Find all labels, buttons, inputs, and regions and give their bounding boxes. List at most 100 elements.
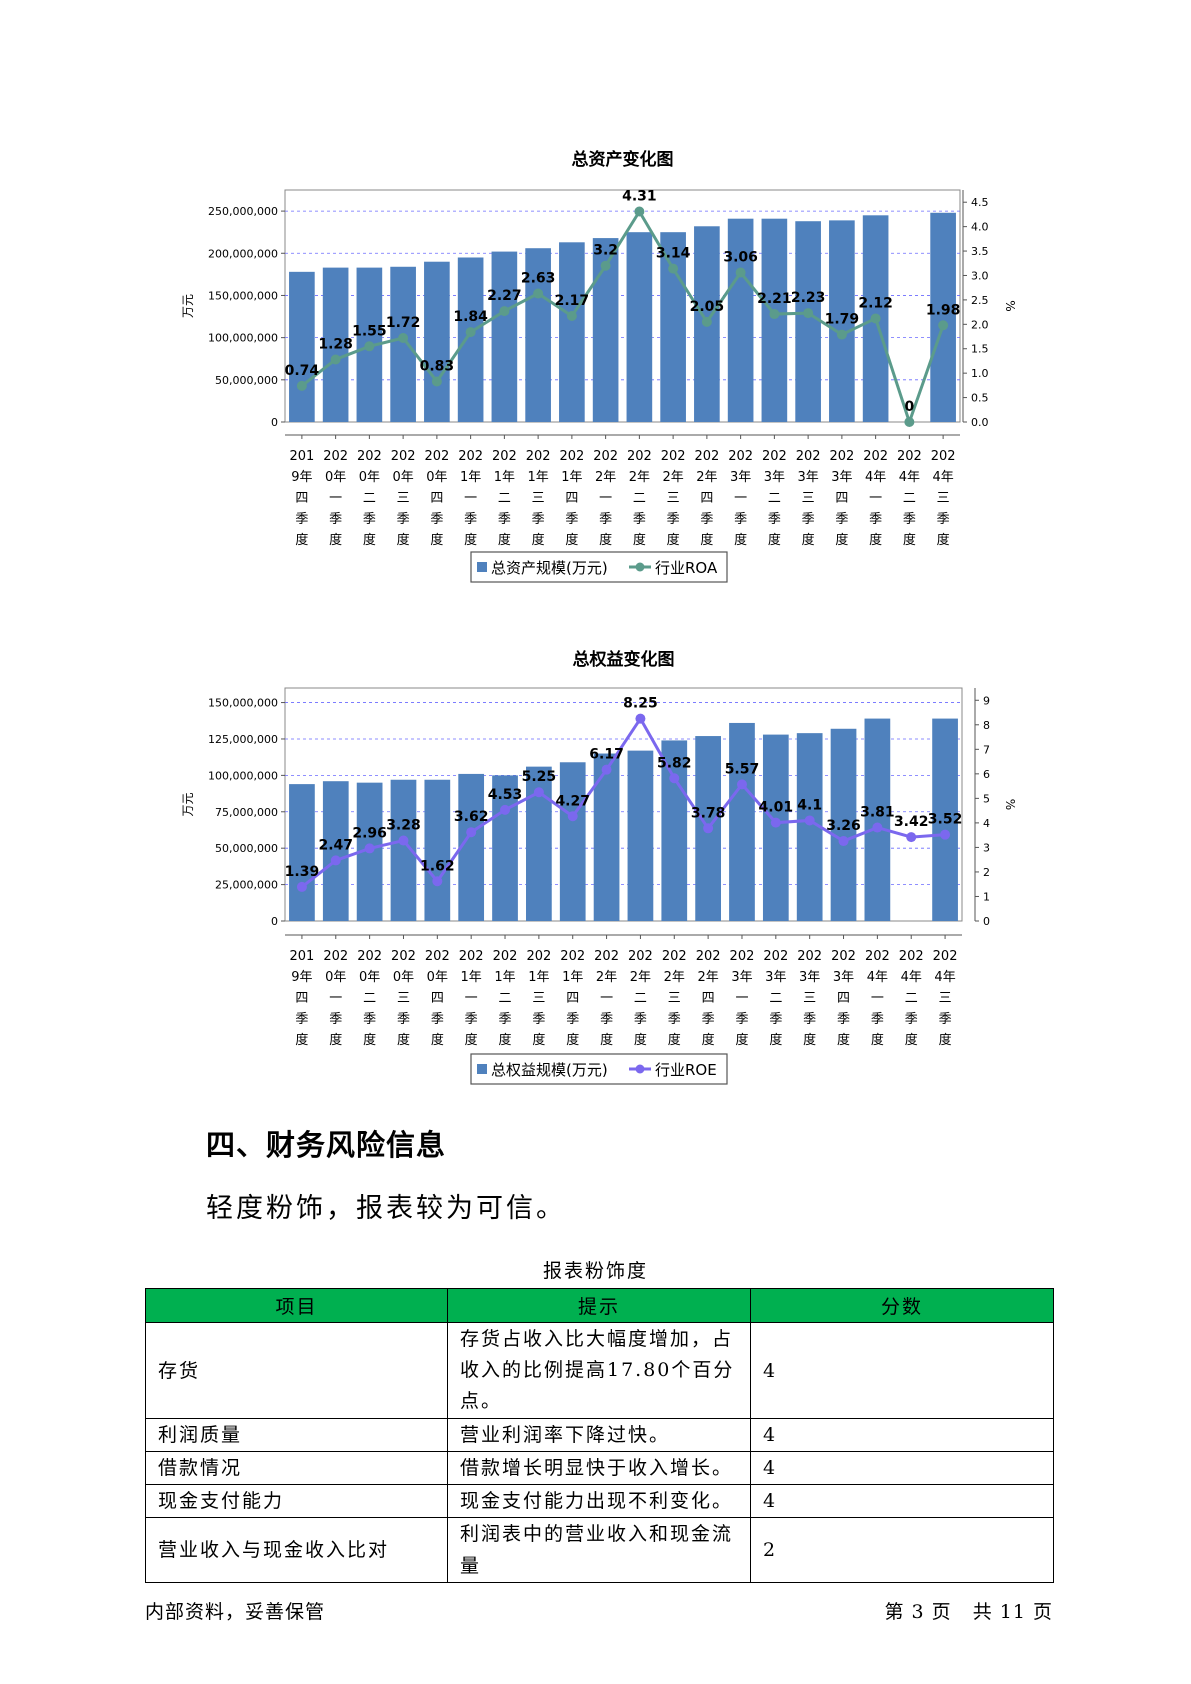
x-tick-label: 202 1年三季度 <box>526 449 551 548</box>
section-title: 四、财务风险信息 <box>206 1128 447 1162</box>
bar <box>626 232 653 422</box>
legend-line-marker <box>635 1064 645 1074</box>
data-label: 1.84 <box>453 309 488 325</box>
y-tick-label: 25,000,000 <box>215 879 278 892</box>
x-tick-label: 202 4年三季度 <box>931 449 956 548</box>
line-point <box>566 311 577 322</box>
data-label: 4.27 <box>555 793 590 809</box>
bar <box>762 734 789 921</box>
line-point <box>398 835 409 846</box>
data-label: 0.74 <box>285 363 320 379</box>
line-point <box>668 263 679 274</box>
x-tick-label: 202 0年二季度 <box>357 949 382 1048</box>
table-row: 现金支付能力 现金支付能力出现不利变化。 4 <box>145 1484 1054 1518</box>
bar <box>457 257 484 422</box>
y2-tick-label: 0.5 <box>971 392 989 405</box>
bar <box>661 740 688 921</box>
row-score: 4 <box>750 1451 1054 1485</box>
line-point <box>635 713 646 724</box>
line-point <box>938 320 949 331</box>
y-axis-label: 万元 <box>181 792 195 816</box>
line-point <box>533 288 544 299</box>
data-label: 5.57 <box>725 761 760 777</box>
line-point <box>634 206 645 217</box>
data-label: 5.82 <box>657 755 692 771</box>
x-tick-label: 202 2年二季度 <box>628 949 653 1048</box>
y-tick-label: 0 <box>271 915 278 928</box>
x-tick-label: 202 2年一季度 <box>594 949 619 1048</box>
data-label: 0.83 <box>420 358 455 374</box>
data-label: 6.17 <box>589 747 624 763</box>
row-item: 借款情况 <box>145 1451 448 1485</box>
x-tick-label: 202 0年三季度 <box>391 449 416 548</box>
line-point <box>872 822 883 833</box>
line-point <box>669 773 680 784</box>
x-tick-label: 202 3年三季度 <box>796 449 821 548</box>
y-tick-label: 125,000,000 <box>208 733 278 746</box>
y2-axis-label: % <box>1003 799 1017 810</box>
y-tick-label: 150,000,000 <box>208 697 278 710</box>
y2-tick-label: 5 <box>983 792 990 805</box>
x-tick-label: 202 1年二季度 <box>492 449 517 548</box>
x-tick-label: 202 1年四季度 <box>560 949 585 1048</box>
bar <box>761 218 788 422</box>
x-tick-label: 202 4年二季度 <box>899 949 924 1048</box>
x-tick-label: 202 0年二季度 <box>357 449 382 548</box>
data-label: 1.98 <box>926 302 961 318</box>
risk-table: 项目 提示 分数 存货 存货占收入比大幅度增加，占收入的比例提高17.80个百分… <box>145 1288 1054 1583</box>
legend-line-label: 行业ROA <box>655 559 718 577</box>
x-tick-label: 201 9年四季度 <box>290 949 315 1048</box>
y-tick-label: 50,000,000 <box>215 374 278 387</box>
y2-tick-label: 9 <box>983 694 990 707</box>
x-tick-label: 202 1年一季度 <box>458 449 483 548</box>
bar <box>932 718 958 921</box>
total-equity-chart: 总权益变化图 0 25,000,000 50,000,000 75,000,000 100… <box>181 649 1017 1085</box>
bar <box>727 218 754 422</box>
x-tick-label: 202 4年一季度 <box>865 949 890 1048</box>
data-label: 2.47 <box>319 837 354 853</box>
line-point <box>600 260 611 271</box>
y-tick-label: 75,000,000 <box>215 806 278 819</box>
x-tick-label: 202 1年二季度 <box>493 949 518 1048</box>
table-header-row: 项目 提示 分数 <box>145 1288 1054 1323</box>
y2-tick-label: 4 <box>983 817 990 830</box>
data-label: 3.2 <box>593 243 618 259</box>
line-point <box>296 881 307 892</box>
x-tick-label: 202 2年一季度 <box>593 449 618 548</box>
bar <box>424 261 450 422</box>
row-item: 营业收入与现金收入比对 <box>145 1517 448 1583</box>
bar <box>525 248 551 422</box>
line-point <box>601 764 612 775</box>
data-label: 1.72 <box>386 315 421 331</box>
y2-tick-label: 2.0 <box>971 318 989 331</box>
line-point <box>906 832 917 843</box>
bar <box>930 212 956 422</box>
bar <box>729 722 755 921</box>
header-score: 分数 <box>750 1288 1054 1323</box>
footer-confidential-note: 内部资料，妥善保管 <box>145 1601 326 1623</box>
table-caption: 报表粉饰度 <box>542 1260 648 1282</box>
data-label: 3.42 <box>894 814 929 830</box>
data-label: 1.55 <box>352 323 387 339</box>
y2-axis-label: % <box>1003 300 1017 311</box>
x-tick-label: 202 1年四季度 <box>559 449 584 548</box>
y-tick-label: 200,000,000 <box>208 247 278 260</box>
y2-tick-label: 0.0 <box>971 416 989 429</box>
legend-box <box>470 551 728 583</box>
bar <box>322 781 349 921</box>
x-tick-label: 202 2年三季度 <box>662 949 687 1048</box>
line-point <box>770 817 781 828</box>
data-label: 2.21 <box>757 291 792 307</box>
row-score: 4 <box>750 1484 1054 1518</box>
line-point <box>364 843 375 854</box>
bar <box>593 753 620 921</box>
line-point <box>803 308 814 319</box>
row-hint: 借款增长明显快于收入增长。 <box>447 1451 751 1485</box>
legend-bar-label: 总资产规模(万元) <box>491 559 608 577</box>
y2-tick-label: 2 <box>983 866 990 879</box>
data-label: 3.28 <box>386 818 421 834</box>
data-label: 4.1 <box>797 797 822 813</box>
y-tick-label: 150,000,000 <box>208 289 278 302</box>
line-point <box>398 332 409 343</box>
row-item: 存货 <box>145 1322 448 1419</box>
